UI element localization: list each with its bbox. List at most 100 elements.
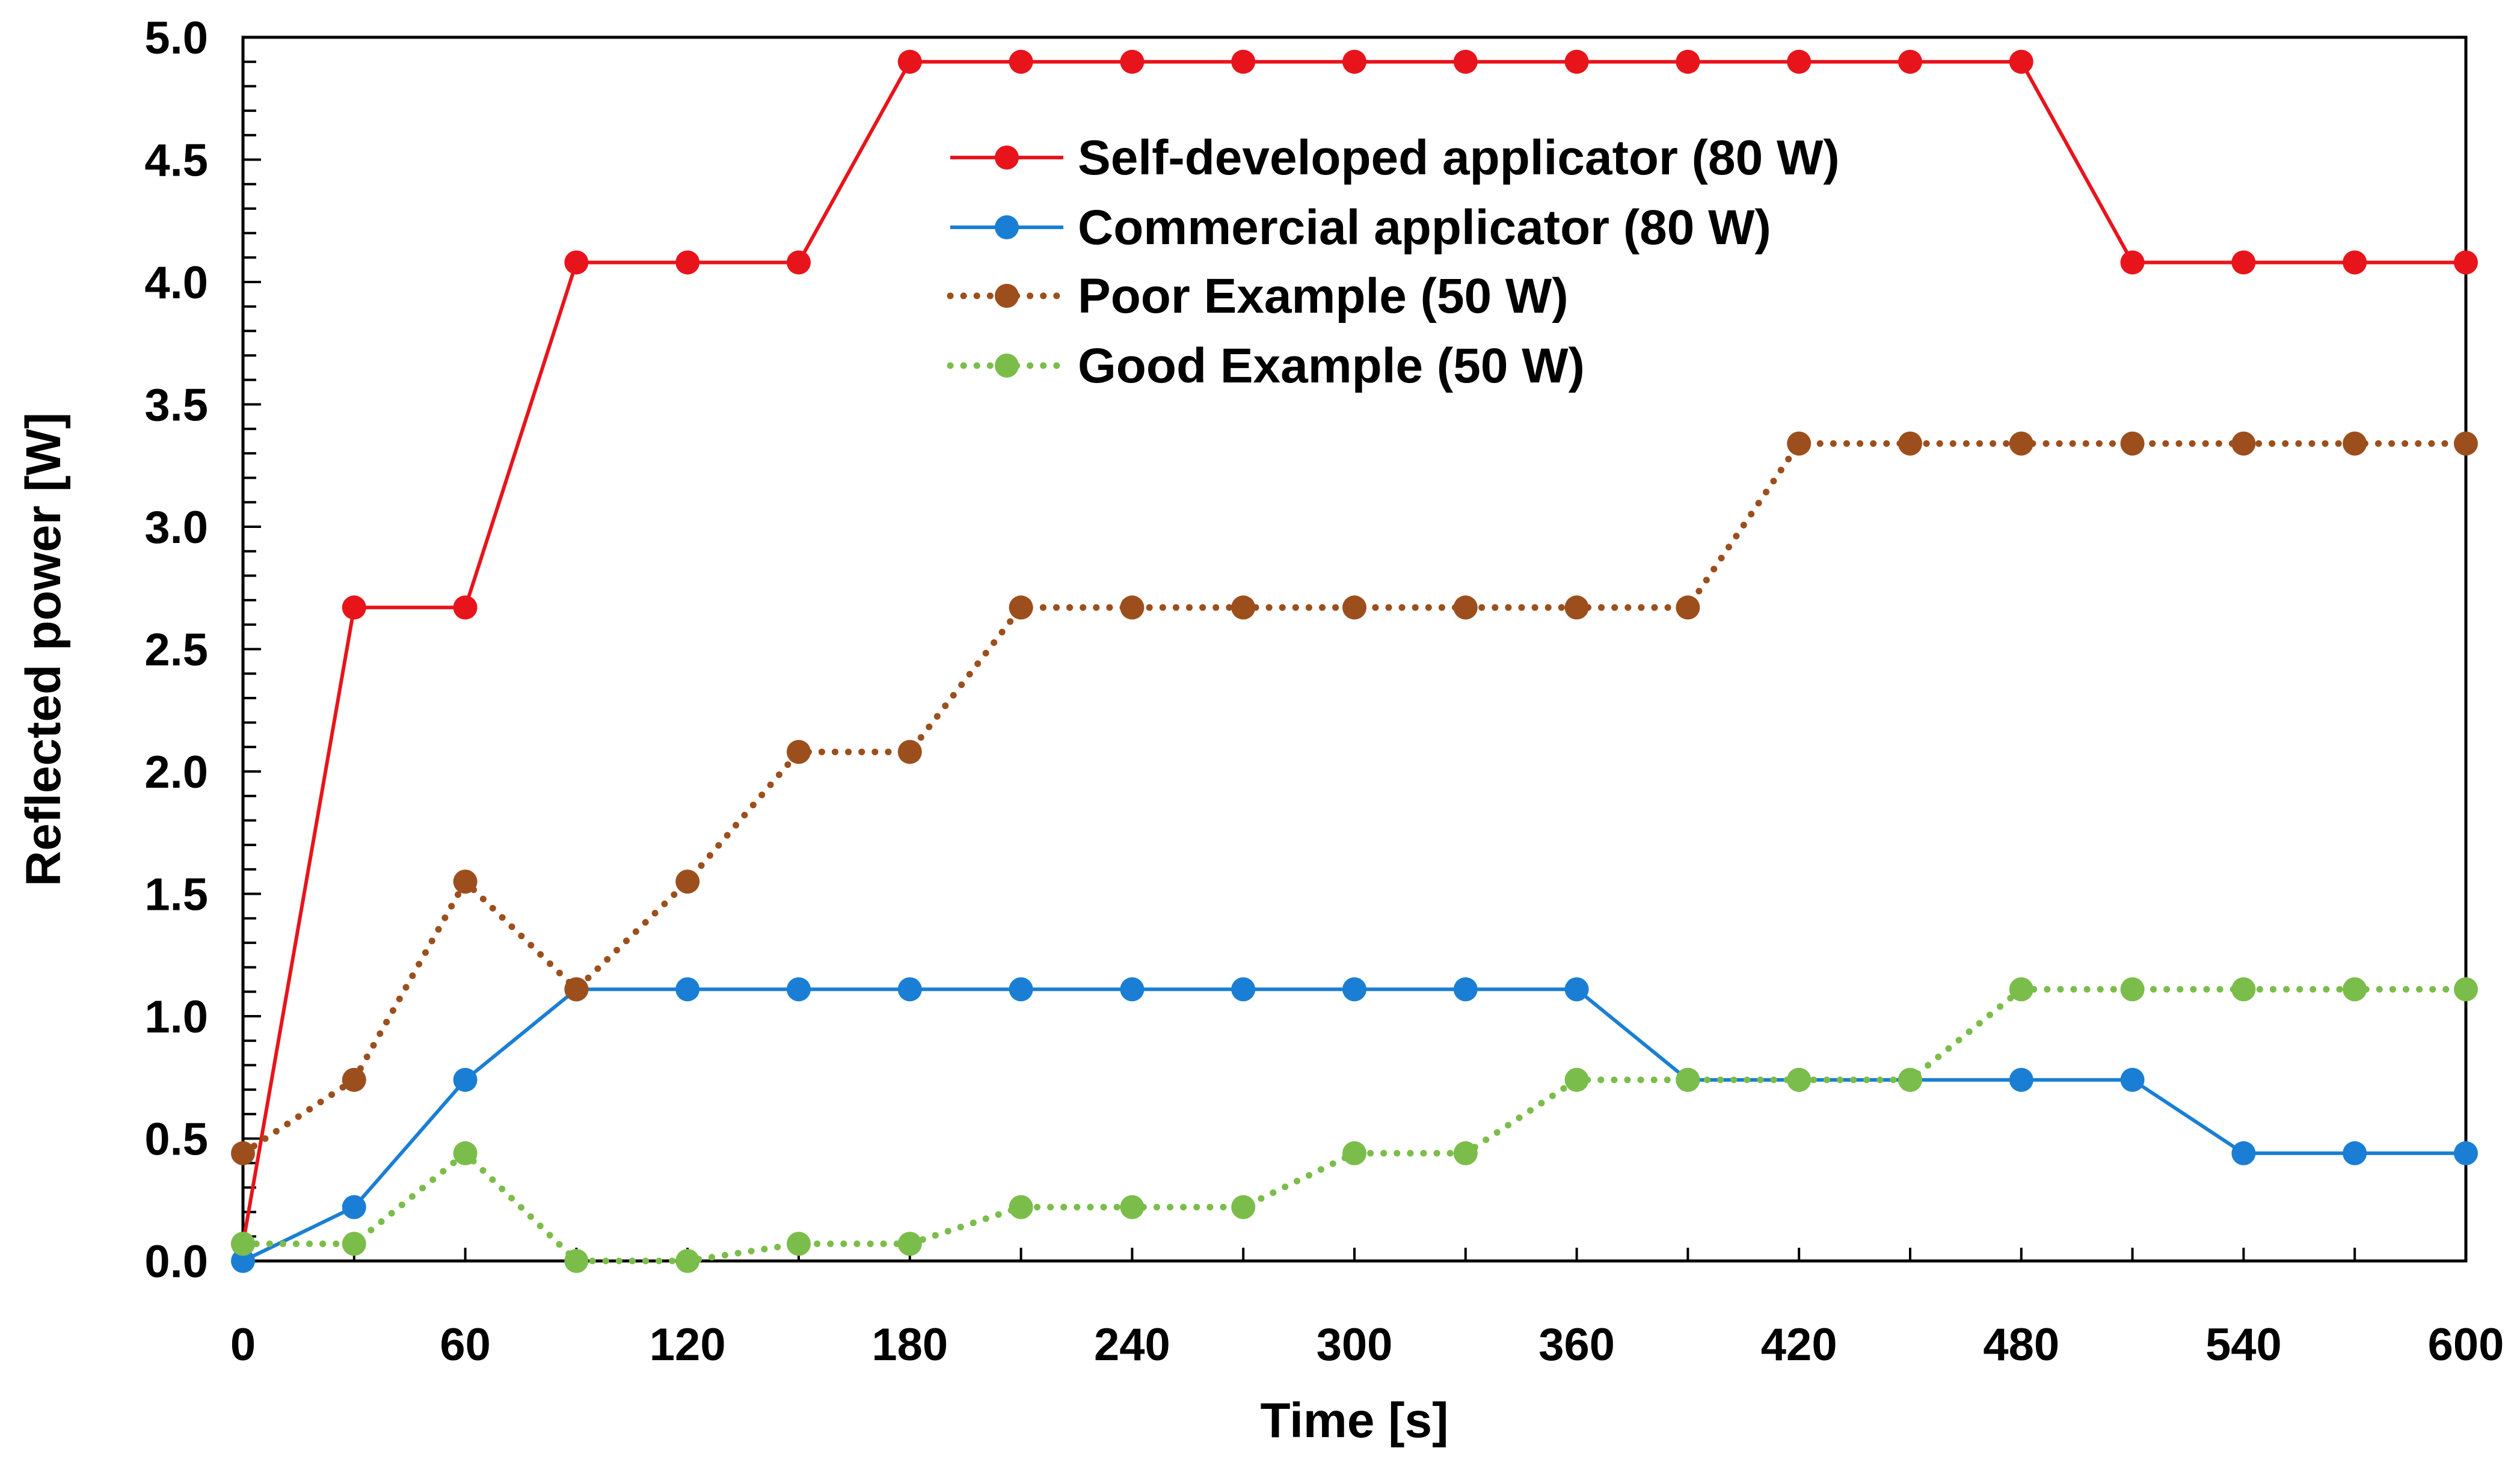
data-point: [2343, 250, 2367, 275]
data-point: [675, 1249, 700, 1273]
data-point: [1787, 431, 1812, 456]
data-point: [897, 49, 922, 74]
data-point: [453, 1067, 478, 1092]
legend-swatch-marker: [995, 215, 1019, 239]
data-point: [453, 595, 478, 620]
legend-label: Poor Example (50 W): [1078, 269, 1569, 324]
data-point: [2120, 1067, 2145, 1092]
data-point: [1676, 49, 1700, 74]
data-point: [2231, 250, 2256, 275]
data-point: [1676, 595, 1700, 620]
legend-swatch-marker: [995, 354, 1019, 378]
data-point: [1120, 49, 1145, 74]
x-tick-label: 600: [2428, 1319, 2504, 1370]
legend-swatch-marker: [995, 146, 1019, 170]
y-tick-label: 0.5: [144, 1114, 208, 1165]
y-tick-label: 4.5: [144, 135, 208, 186]
data-point: [1009, 595, 1033, 620]
data-point: [1009, 977, 1033, 1002]
data-point: [1342, 49, 1366, 74]
x-axis-label: Time [s]: [1261, 1393, 1449, 1448]
data-point: [1120, 595, 1145, 620]
data-point: [1120, 1195, 1145, 1219]
legend-label: Good Example (50 W): [1078, 339, 1585, 393]
x-tick-label: 0: [230, 1319, 256, 1370]
data-point: [1898, 1067, 1922, 1092]
data-point: [231, 1141, 255, 1165]
x-tick-label: 540: [2205, 1319, 2282, 1370]
data-point: [787, 1231, 811, 1256]
data-point: [1453, 49, 1478, 74]
y-tick-label: 2.0: [144, 747, 208, 798]
data-point: [1564, 595, 1589, 620]
data-point: [897, 977, 922, 1002]
data-point: [787, 250, 811, 275]
legend-item: Commercial applicator (80 W): [950, 200, 1771, 255]
data-point: [2454, 1141, 2478, 1165]
legend-swatch-marker: [995, 284, 1019, 308]
x-tick-label: 300: [1317, 1319, 1393, 1370]
data-point: [2343, 431, 2367, 456]
data-point: [342, 1067, 366, 1092]
data-point: [1787, 1067, 1812, 1092]
x-tick-label: 120: [650, 1319, 726, 1370]
data-point: [1231, 49, 1256, 74]
data-point: [675, 977, 700, 1002]
y-tick-label: 3.5: [144, 380, 208, 431]
data-point: [1231, 977, 1256, 1002]
y-tick-label: 1.0: [144, 992, 208, 1043]
data-point: [675, 869, 700, 894]
series-layer: [231, 49, 2478, 1273]
data-point: [1564, 1067, 1589, 1092]
data-point: [897, 1231, 922, 1256]
data-point: [1564, 49, 1589, 74]
series-good-example-50-w: [231, 977, 2478, 1273]
x-tick-label: 180: [871, 1319, 948, 1370]
data-point: [2343, 977, 2367, 1002]
x-tick-label: 60: [440, 1319, 491, 1370]
series-poor-example-50-w: [231, 431, 2478, 1165]
data-point: [342, 1195, 366, 1219]
data-point: [897, 740, 922, 764]
plot-area: [241, 35, 2468, 1263]
data-point: [564, 250, 589, 275]
legend-item: Poor Example (50 W): [947, 269, 1569, 324]
x-tick-label: 240: [1094, 1319, 1170, 1370]
data-point: [2454, 431, 2478, 456]
y-tick-label: 1.5: [144, 869, 208, 921]
legend-item: Self-developed applicator (80 W): [950, 130, 1840, 185]
y-tick-label: 0.0: [144, 1236, 208, 1287]
data-point: [1898, 49, 1922, 74]
data-point: [2120, 250, 2145, 275]
data-point: [1009, 49, 1033, 74]
data-point: [787, 977, 811, 1002]
data-point: [2231, 431, 2256, 456]
data-point: [1564, 977, 1589, 1002]
data-point: [342, 1231, 366, 1256]
y-tick-label: 4.0: [144, 257, 208, 308]
data-point: [2454, 977, 2478, 1002]
data-point: [1787, 49, 1812, 74]
data-point: [1453, 1141, 1478, 1165]
data-point: [2231, 1141, 2256, 1165]
data-point: [1453, 977, 1478, 1002]
data-point: [1342, 595, 1366, 620]
data-point: [1120, 977, 1145, 1002]
legend-item: Good Example (50 W): [947, 339, 1585, 393]
data-point: [675, 250, 700, 275]
y-axis-tick-labels: 0.0 0.5 1.0 1.5 2.0 2.5 3.0 3.5 4.0 4.5 5.0: [144, 13, 208, 1287]
data-point: [2343, 1141, 2367, 1165]
data-point: [1342, 977, 1366, 1002]
legend: Self-developed applicator (80 W) Commerci…: [947, 130, 1840, 393]
x-tick-label: 360: [1538, 1319, 1615, 1370]
legend-label: Self-developed applicator (80 W): [1078, 130, 1840, 185]
y-axis-label: Reflected power [W]: [16, 412, 71, 886]
data-point: [1453, 595, 1478, 620]
y-tick-label: 3.0: [144, 502, 208, 553]
data-point: [1676, 1067, 1700, 1092]
x-tick-label: 480: [1983, 1319, 2059, 1370]
data-point: [2009, 1067, 2033, 1092]
